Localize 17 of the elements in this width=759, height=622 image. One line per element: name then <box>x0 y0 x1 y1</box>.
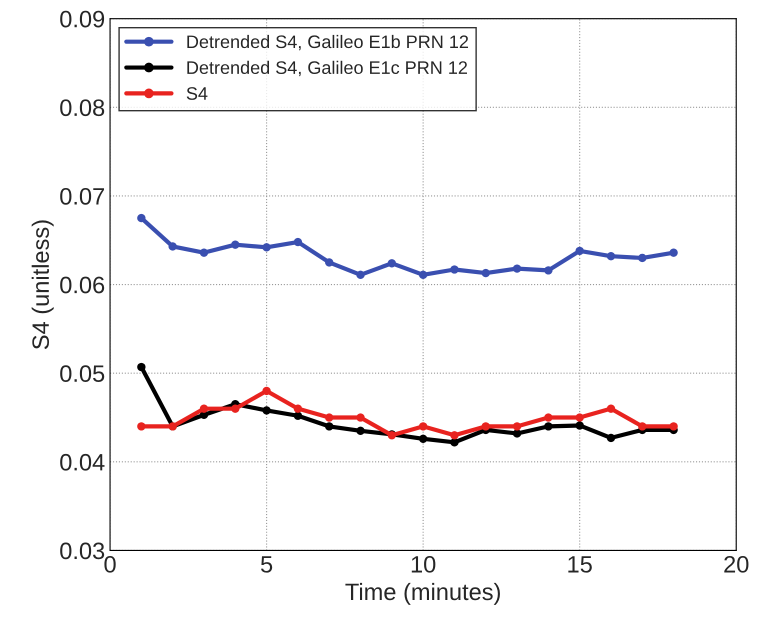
legend-label: Detrended S4, Galileo E1b PRN 12 <box>187 34 468 50</box>
y-tick-label: 0.05 <box>60 365 104 382</box>
y-tick-label: 0.04 <box>60 454 105 471</box>
x-tick-label: 0 <box>104 556 116 573</box>
x-tick-label: 20 <box>724 556 748 573</box>
x-axis-title: Time (minutes) <box>345 582 500 605</box>
x-tick-label: 15 <box>568 556 592 573</box>
legend-label: S4 <box>186 87 208 100</box>
y-tick-label: 0.08 <box>60 99 104 116</box>
x-tick-label: 10 <box>412 556 436 573</box>
y-axis-title: S4 (unitless) <box>32 220 54 350</box>
y-tick-label: 0.07 <box>60 188 104 205</box>
y-tick-label: 0.03 <box>60 542 104 560</box>
x-tick-label: 5 <box>260 556 272 573</box>
y-tick-label: 0.06 <box>60 276 104 294</box>
legend-label: Detrended S4, Galileo E1c PRN 12 <box>187 60 468 76</box>
y-tick-label: 0.09 <box>60 10 104 28</box>
